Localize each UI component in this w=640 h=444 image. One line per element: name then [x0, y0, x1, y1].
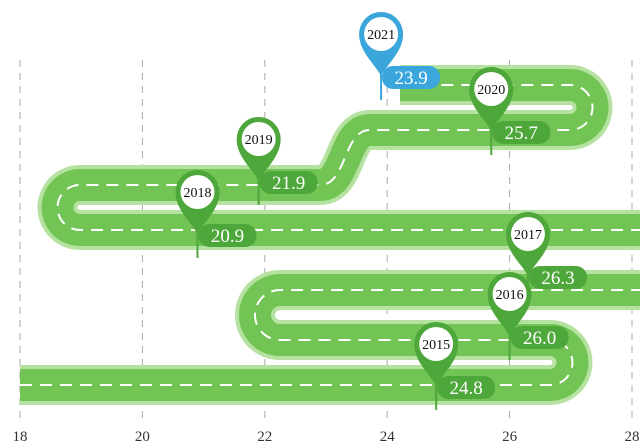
marker: 24.8 2015	[414, 322, 496, 410]
value-label: 21.9	[272, 173, 305, 194]
category-label: 2018	[183, 186, 211, 201]
value-box	[259, 171, 318, 194]
x-tick-label: 24	[380, 429, 396, 444]
value-label: 26.3	[541, 268, 574, 289]
value-box	[382, 66, 441, 89]
value-box	[528, 266, 587, 289]
category-label: 2017	[514, 228, 542, 243]
marker: 20.9 2018	[175, 170, 257, 258]
value-box	[492, 121, 551, 144]
value-label: 23.9	[394, 68, 427, 89]
category-label: 2015	[422, 338, 450, 353]
pin-face	[364, 17, 399, 51]
pin-face	[180, 175, 215, 209]
marker: 26.3 2017	[505, 211, 587, 300]
marker: 21.9 2019	[236, 117, 318, 205]
x-tick-label: 22	[257, 429, 272, 444]
value-label: 26.0	[523, 328, 556, 349]
marker: 26.0 2016	[487, 271, 569, 360]
category-label: 2020	[477, 83, 505, 98]
pin-face	[510, 217, 545, 251]
category-label: 2019	[245, 133, 273, 148]
x-tick-label: 20	[135, 429, 150, 444]
value-box	[198, 224, 257, 247]
x-tick-label: 18	[13, 429, 28, 444]
x-tick-label: 26	[502, 429, 518, 444]
x-tick-label: 28	[625, 429, 640, 444]
pin-face	[419, 327, 454, 361]
category-label: 2021	[367, 28, 395, 43]
value-box	[510, 326, 569, 349]
category-label: 2016	[496, 288, 524, 303]
value-label: 24.8	[450, 378, 483, 399]
value-box	[437, 376, 496, 399]
markers: 24.8 2015 26.0 2016 26.3 2017 20.9 2018 21.9 2019…	[175, 12, 587, 410]
marker: 23.9 2021	[359, 12, 441, 100]
pin-face	[474, 72, 509, 106]
pin-face	[241, 122, 276, 156]
marker: 25.7 2020	[469, 67, 551, 155]
pin-face	[492, 277, 527, 311]
value-label: 20.9	[211, 226, 244, 247]
value-label: 25.7	[505, 123, 538, 144]
